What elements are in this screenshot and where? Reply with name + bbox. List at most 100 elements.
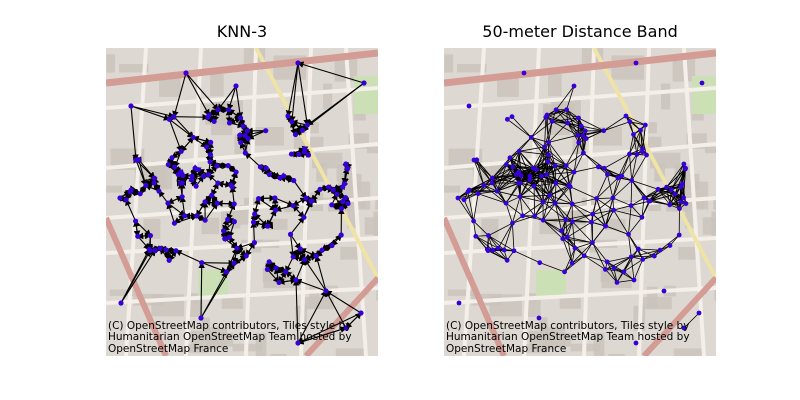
graph-node [334, 191, 340, 197]
band-edge [457, 197, 474, 222]
band-edge [583, 152, 599, 168]
graph-node [211, 118, 217, 124]
band-edge [506, 151, 520, 165]
graph-node [611, 207, 616, 213]
graph-node [638, 127, 643, 133]
graph-node [255, 195, 262, 202]
graph-node [565, 120, 570, 126]
band-edge [496, 182, 519, 192]
band-edge [492, 177, 519, 184]
graph-node [455, 195, 461, 201]
graph-node [678, 199, 684, 205]
band-edge [605, 269, 624, 273]
graph-node [553, 180, 559, 186]
graph-node [209, 192, 215, 198]
graph-node [484, 246, 490, 252]
band-edge [571, 242, 593, 264]
building-block [641, 122, 657, 134]
graph-node [619, 173, 625, 179]
band-edge [554, 165, 570, 186]
knn-edge [289, 234, 296, 258]
graph-node [576, 140, 582, 145]
graph-node [208, 139, 214, 145]
band-edge [572, 221, 592, 223]
knn-edge [300, 248, 318, 257]
graph-node [231, 260, 237, 266]
band-edge [631, 255, 655, 258]
band-edge [541, 175, 557, 184]
band-edge [585, 130, 604, 139]
graph-node [699, 80, 705, 86]
knn-edge [135, 159, 147, 187]
band-edge [621, 153, 630, 177]
building-block [539, 317, 548, 338]
knn-edge [266, 269, 280, 284]
graph-node [231, 219, 237, 225]
band-edge [542, 195, 551, 221]
band-edge [658, 186, 681, 190]
band-edge [475, 235, 494, 251]
graph-node [220, 228, 227, 234]
graph-node [552, 200, 558, 206]
building-block [447, 289, 477, 296]
band-edge [542, 174, 547, 202]
band-edge [584, 255, 606, 270]
graph-node [546, 139, 552, 145]
building-block [340, 246, 362, 260]
graph-node [507, 155, 513, 161]
band-edge [604, 153, 630, 169]
graph-node [615, 175, 621, 181]
graph-node [583, 136, 589, 141]
band-edge [617, 153, 630, 179]
band-edge [531, 137, 549, 143]
band-edge [554, 203, 567, 220]
graph-node [667, 243, 673, 248]
graph-node [544, 112, 550, 118]
band-edge [631, 249, 661, 258]
graph-node [358, 310, 364, 316]
band-edge [529, 175, 551, 196]
street [106, 142, 378, 170]
band-edge [567, 221, 592, 238]
band-edge [492, 174, 517, 184]
graph-node [276, 279, 282, 286]
building-block [457, 64, 487, 73]
band-edge [554, 202, 573, 222]
band-edge [512, 223, 515, 251]
street [124, 48, 148, 356]
building-block [347, 208, 358, 229]
graph-node [233, 169, 239, 175]
band-edge [509, 137, 532, 159]
band-edge [529, 176, 544, 203]
knn-edge [295, 258, 306, 281]
band-edge [621, 154, 638, 177]
band-edge [674, 168, 686, 195]
graph-node [169, 155, 175, 161]
graph-node [146, 246, 152, 252]
band-edge [532, 154, 549, 169]
band-edge [548, 134, 578, 143]
building-block [548, 74, 562, 97]
graph-node [590, 240, 595, 246]
building-block [239, 204, 251, 225]
graph-node [589, 219, 594, 225]
graph-node [323, 288, 329, 294]
band-edge [488, 235, 494, 251]
band-edge [641, 197, 645, 218]
graph-node [676, 232, 682, 238]
graph-node [166, 257, 172, 263]
building-block [309, 286, 320, 309]
band-edge [497, 248, 508, 261]
band-edge [596, 174, 608, 199]
band-edge [605, 209, 614, 227]
band-edge [565, 203, 573, 220]
band-edge [592, 225, 607, 243]
band-edge [554, 183, 557, 204]
graph-node [640, 257, 646, 262]
graph-node [466, 103, 472, 109]
band-edge [546, 165, 567, 176]
graph-node [513, 172, 519, 177]
graph-node [243, 253, 249, 259]
knn-edge [217, 85, 237, 111]
graph-node [163, 247, 169, 253]
